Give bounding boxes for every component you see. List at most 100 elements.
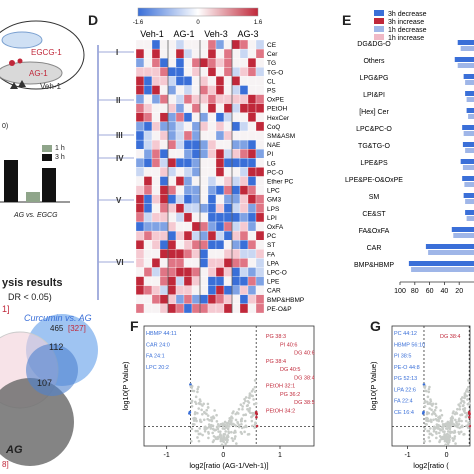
heatmap-cell xyxy=(231,103,241,113)
x-tick-label-e: 100 xyxy=(394,288,406,295)
heatmap-cell xyxy=(231,240,241,250)
heatmap-cell xyxy=(175,158,185,168)
category-label-e: LPE&PS xyxy=(360,160,388,167)
heatmap-cell xyxy=(223,176,233,186)
bar-e xyxy=(462,165,474,170)
heatmap-cell xyxy=(167,103,177,113)
data-point xyxy=(468,415,471,419)
heatmap-cell xyxy=(183,158,193,168)
heatmap-cell xyxy=(135,48,145,59)
data-point xyxy=(462,408,466,411)
heatmap-cell xyxy=(231,185,241,195)
venn-set-label: Curcumin vs. AG xyxy=(24,313,92,323)
heatmap-cell xyxy=(167,185,177,195)
data-point xyxy=(255,424,259,428)
data-point xyxy=(243,430,246,434)
data-point xyxy=(198,398,202,401)
point-label-up: PEtOH 32:1 xyxy=(266,384,295,390)
data-point xyxy=(207,430,210,434)
heatmap-cell xyxy=(191,48,201,59)
data-point xyxy=(434,430,438,434)
heatmap-cell xyxy=(135,121,145,132)
heatmap-cell xyxy=(247,303,257,314)
heatmap-cell xyxy=(239,158,249,168)
heatmap-cell xyxy=(231,139,241,150)
heatmap-cell xyxy=(183,194,193,204)
data-point xyxy=(467,385,470,389)
heatmap-cell xyxy=(215,185,225,195)
heatmap-cell xyxy=(151,240,161,250)
point-label-up: PI 40:6 xyxy=(280,342,297,348)
data-point xyxy=(429,398,432,401)
heatmap-cell xyxy=(159,176,169,186)
legend-swatch-1h xyxy=(42,145,52,152)
heatmap-cell xyxy=(255,212,265,223)
heatmap-cell xyxy=(143,276,153,286)
data-point xyxy=(227,419,231,423)
heatmap-cell xyxy=(191,139,201,150)
heatmap-cell xyxy=(207,303,217,314)
data-point xyxy=(199,420,203,424)
data-point xyxy=(197,407,201,410)
data-point xyxy=(425,412,429,416)
heatmap-cell xyxy=(183,212,193,223)
heatmap-cell xyxy=(207,149,217,159)
heatmap-cell xyxy=(223,203,233,214)
heatmap-cell xyxy=(215,103,225,113)
x-tick-label-e: 40 xyxy=(441,288,449,295)
heatmap-cell xyxy=(231,267,241,277)
heatmap-cell xyxy=(143,94,153,104)
bar-e xyxy=(465,210,474,215)
heatmap-cell xyxy=(215,230,225,241)
data-point xyxy=(207,436,210,440)
venn-fragment: 1] xyxy=(2,304,10,314)
cluster-label: IV xyxy=(116,154,124,163)
data-point xyxy=(423,405,427,408)
heatmap-cell xyxy=(183,48,193,59)
heatmap-cell xyxy=(223,258,233,268)
heatmap-cell xyxy=(239,230,249,241)
bar-e xyxy=(457,63,474,68)
legend-swatch-3h xyxy=(42,154,52,161)
data-point xyxy=(447,421,451,425)
heatmap-cell xyxy=(175,58,185,68)
heatmap-cell xyxy=(207,267,217,277)
heatmap-cell xyxy=(207,285,217,295)
heatmap-cell xyxy=(215,194,225,204)
data-point xyxy=(201,433,204,437)
data-point xyxy=(229,420,233,424)
heatmap-cell xyxy=(239,258,249,268)
heatmap-cell xyxy=(207,176,217,186)
heatmap-cell xyxy=(183,149,193,159)
point-label-down: FA 24:1 xyxy=(146,354,165,360)
heatmap-cell xyxy=(159,212,169,223)
heatmap-cell xyxy=(199,158,209,168)
heatmap-cell xyxy=(151,221,161,232)
data-point xyxy=(433,408,437,412)
heatmap-cell xyxy=(207,39,217,50)
heatmap-cell xyxy=(247,139,257,150)
heatmap-cell xyxy=(151,185,161,195)
heatmap-cell xyxy=(223,167,233,177)
heatmap-cell xyxy=(215,249,225,259)
heatmap-cell xyxy=(239,276,249,286)
data-point xyxy=(240,422,243,426)
y-axis-label: log10(P Value) xyxy=(369,361,378,410)
data-point xyxy=(239,430,243,434)
data-point xyxy=(206,414,210,417)
x-tick-label: 1 xyxy=(278,452,282,459)
heatmap-cell xyxy=(159,167,169,177)
heatmap-cell xyxy=(239,185,249,195)
heatmap-cell xyxy=(239,267,249,277)
heatmap-panel: -1.6 0 1.6 Veh-1 AG-1 Veh-3 AG-3 CE Cer TG TG-O CL P… xyxy=(97,7,304,314)
data-point xyxy=(467,402,471,405)
heatmap-cell xyxy=(183,39,193,50)
heatmap-cell xyxy=(199,294,209,305)
data-point xyxy=(230,436,234,440)
heatmap-cell xyxy=(255,267,265,277)
heatmap-cell xyxy=(135,167,145,177)
data-point xyxy=(222,435,225,438)
heatmap-cell xyxy=(239,130,249,141)
data-point xyxy=(429,427,432,430)
heatmap-cell xyxy=(183,176,193,186)
